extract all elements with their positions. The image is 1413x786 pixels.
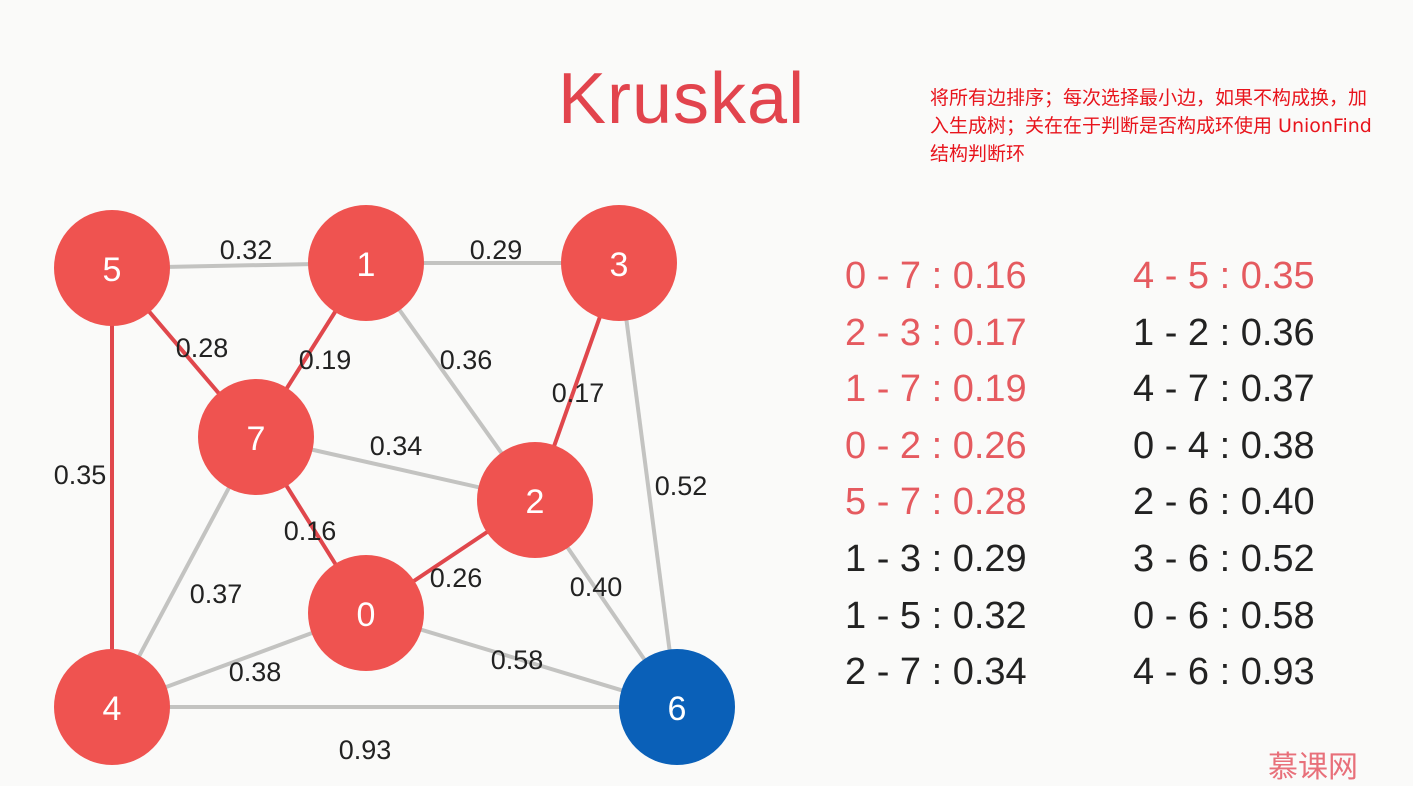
note-line: 结构判断环: [930, 143, 1026, 165]
node-circle: [198, 379, 314, 495]
sorted-edges-column-2: 4 - 5 : 0.35 1 - 2 : 0.36 4 - 7 : 0.37 0 - …: [1133, 248, 1315, 701]
edge-weight-label: 0.19: [299, 345, 352, 375]
note-line: 入生成树；关在在于判断是否构成环使用 UnionFind: [930, 115, 1372, 137]
page-title: Kruskal: [558, 59, 806, 139]
graph-node-2: 2: [477, 442, 593, 558]
watermark-logo: 慕课网: [1268, 750, 1358, 785]
nodes-layer: 0 1 2 3 4 5 6 7: [54, 205, 735, 765]
node-label: 5: [103, 251, 122, 289]
node-label: 2: [526, 483, 545, 521]
node-circle: [619, 649, 735, 765]
sorted-edge-row: 2 - 7 : 0.34: [845, 651, 1027, 694]
sorted-edge-row: 0 - 4 : 0.38: [1133, 424, 1315, 467]
sorted-edge-row: 0 - 6 : 0.58: [1133, 594, 1315, 637]
edge-weight-label: 0.37: [190, 579, 243, 609]
edge-weight-label: 0.16: [284, 516, 337, 546]
node-circle: [308, 555, 424, 671]
sorted-edge-row: 2 - 3 : 0.17: [845, 311, 1027, 354]
graph-diagram: 0.32 0.29 0.28 0.19 0.36 0.17 0.35 0.34 0.52 0.16…: [54, 205, 735, 765]
sorted-edge-row: 4 - 6 : 0.93: [1133, 651, 1315, 694]
node-circle: [477, 442, 593, 558]
graph-node-0: 0: [308, 555, 424, 671]
sorted-edge-row: 1 - 2 : 0.36: [1133, 311, 1315, 354]
sorted-edge-row: 1 - 5 : 0.32: [845, 594, 1027, 637]
edge-weight-label: 0.34: [370, 431, 423, 461]
sorted-edge-row: 3 - 6 : 0.52: [1133, 537, 1315, 580]
graph-node-5: 5: [54, 210, 170, 326]
sorted-edge-row: 4 - 7 : 0.37: [1133, 368, 1315, 411]
edge-weight-label: 0.52: [655, 471, 708, 501]
edge-weight-label: 0.32: [220, 235, 273, 265]
node-label: 7: [247, 420, 266, 458]
graph-node-4: 4: [54, 649, 170, 765]
node-circle: [54, 210, 170, 326]
sorted-edge-row: 1 - 7 : 0.19: [845, 368, 1027, 411]
edge-weight-label: 0.40: [570, 572, 623, 602]
sorted-edges-column-1: 0 - 7 : 0.16 2 - 3 : 0.17 1 - 7 : 0.19 0 - …: [845, 248, 1027, 701]
node-label: 4: [103, 690, 122, 728]
edge-weight-label: 0.36: [440, 345, 493, 375]
node-circle: [561, 205, 677, 321]
graph-node-1: 1: [308, 205, 424, 321]
edge-weight-label: 0.28: [176, 333, 229, 363]
graph-node-6: 6: [619, 649, 735, 765]
edge-weight-label: 0.17: [552, 378, 605, 408]
node-label: 3: [610, 246, 629, 284]
weights-layer: 0.32 0.29 0.28 0.19 0.36 0.17 0.35 0.34 0.52 0.16…: [54, 235, 708, 765]
node-label: 1: [357, 246, 376, 284]
edge-weight-label: 0.58: [491, 645, 544, 675]
node-circle: [308, 205, 424, 321]
edge-weight-label: 0.38: [229, 657, 282, 687]
sorted-edge-row: 0 - 7 : 0.16: [845, 255, 1027, 297]
sorted-edge-row: 5 - 7 : 0.28: [845, 481, 1027, 524]
edge-3-6: [617, 262, 679, 708]
node-label: 6: [668, 690, 687, 728]
graph-node-3: 3: [561, 205, 677, 321]
algorithm-note: 将所有边排序；每次选择最小边，如果不构成换，加 入生成树；关在在于判断是否构成环…: [930, 84, 1408, 168]
sorted-edge-row: 4 - 5 : 0.35: [1133, 255, 1315, 297]
edge-weight-label: 0.35: [54, 460, 107, 490]
edge-weight-label: 0.26: [430, 563, 483, 593]
node-circle: [54, 649, 170, 765]
edge-weight-label: 0.29: [470, 235, 523, 265]
note-line: 将所有边排序；每次选择最小边，如果不构成换，加: [930, 87, 1368, 109]
sorted-edge-row: 2 - 6 : 0.40: [1133, 481, 1315, 524]
graph-node-7: 7: [198, 379, 314, 495]
edge-weight-label: 0.93: [339, 735, 392, 765]
node-label: 0: [357, 596, 376, 634]
sorted-edge-row: 0 - 2 : 0.26: [845, 424, 1027, 467]
sorted-edge-row: 1 - 3 : 0.29: [845, 537, 1027, 580]
